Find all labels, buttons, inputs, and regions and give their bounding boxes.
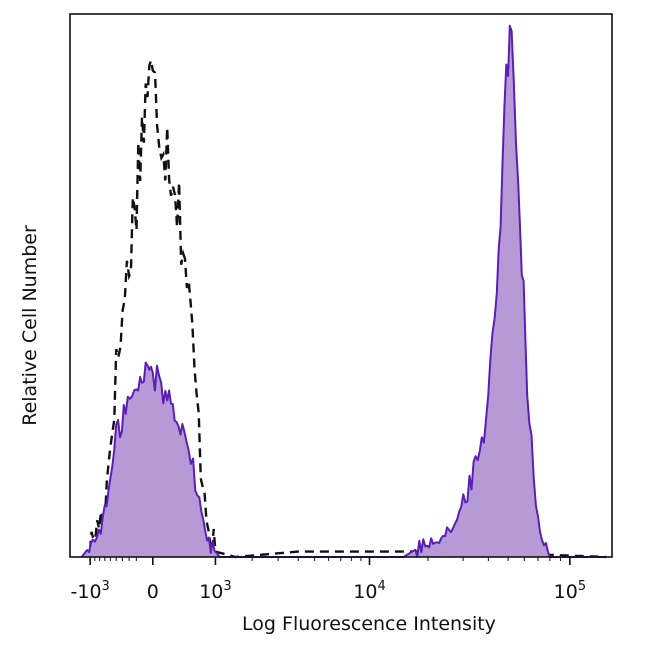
x-tick-label: 0 [147,581,159,603]
x-tick-label: 105 [554,579,586,603]
x-tick-label: -103 [71,579,110,603]
x-tick-label: 104 [353,579,385,603]
filled-series-area [81,25,607,558]
axis-group: -103 0 103 104 105 Log Fluorescence Intensity… [19,13,613,635]
x-tick-label: 103 [199,579,231,603]
plot-area [80,24,607,560]
y-axis-label: Relative Cell Number [19,225,41,426]
x-axis-label: Log Fluorescence Intensity [242,613,496,635]
